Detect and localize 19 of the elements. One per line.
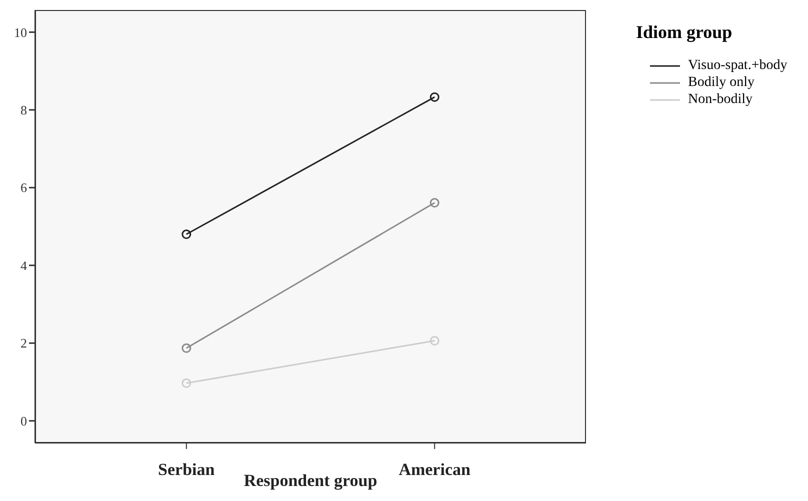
y-tick-label: 8 — [20, 102, 27, 118]
point — [430, 198, 440, 208]
legend-label: Bodily only — [688, 74, 755, 91]
y-tick-label: 6 — [20, 180, 28, 196]
y-tick-label: 10 — [14, 24, 27, 40]
x-tick-label: American — [398, 460, 472, 479]
legend-title: Idiom group — [636, 22, 734, 43]
point — [182, 343, 192, 353]
point — [182, 230, 192, 240]
y-tick-label: 0 — [20, 413, 27, 428]
point — [430, 92, 440, 102]
y-tick-label: 2 — [20, 336, 27, 351]
y-tick-label: 4 — [20, 258, 28, 273]
x-tick-label: Serbian — [158, 460, 216, 479]
legend-label: Non-bodily — [688, 91, 753, 108]
legend-label: Visuo-spat.+body — [688, 57, 788, 74]
point — [182, 378, 192, 388]
x-axis-title: Respondent group — [244, 471, 378, 490]
point — [430, 336, 440, 346]
